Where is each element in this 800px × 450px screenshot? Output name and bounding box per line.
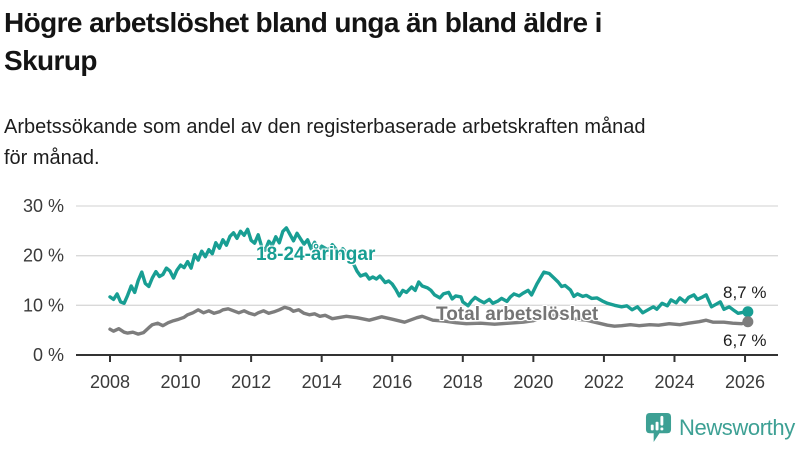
newsworthy-logo: Newsworthy (645, 412, 795, 443)
y-tick-label: 30 % (23, 196, 64, 216)
subtitle-line-2: för månad. (4, 147, 100, 169)
x-tick-label: 2024 (654, 372, 694, 392)
x-tick-label: 2008 (90, 372, 130, 392)
newsworthy-logo-text: Newsworthy (679, 414, 795, 440)
series-line-total (108, 305, 750, 336)
y-tick-label: 10 % (23, 295, 64, 315)
end-dot-total (742, 316, 754, 328)
series-line-young (108, 226, 750, 315)
newsworthy-logo-icon (645, 413, 672, 442)
end-value-label-young: 8,7 % (723, 283, 767, 302)
end-value-label-total: 6,7 % (723, 331, 767, 350)
y-tick-label: 0 % (33, 345, 64, 365)
x-tick-label: 2022 (584, 372, 624, 392)
y-tick-label: 20 % (23, 246, 64, 266)
x-tick-label: 2018 (443, 372, 483, 392)
x-tick-label: 2020 (513, 372, 553, 392)
title-line-1: Högre arbetslöshet bland unga än bland ä… (4, 7, 602, 38)
title-line-2: Skurup (4, 45, 97, 76)
subtitle-line-1: Arbetssökande som andel av den registerb… (4, 116, 646, 138)
x-tick-label: 2016 (372, 372, 412, 392)
chart-subtitle: Arbetssökande som andel av den registerb… (4, 112, 784, 174)
end-dot-young (742, 306, 754, 318)
x-tick-label: 2012 (231, 372, 271, 392)
x-tick-label: 2014 (302, 372, 342, 392)
series-label-total: Total arbetslöshet (436, 304, 599, 325)
x-tick-label: 2026 (725, 372, 765, 392)
x-tick-label: 2010 (161, 372, 201, 392)
page-title: Högre arbetslöshet bland unga än bland ä… (4, 4, 784, 80)
series-label-young: 18-24-åringar (256, 244, 376, 265)
